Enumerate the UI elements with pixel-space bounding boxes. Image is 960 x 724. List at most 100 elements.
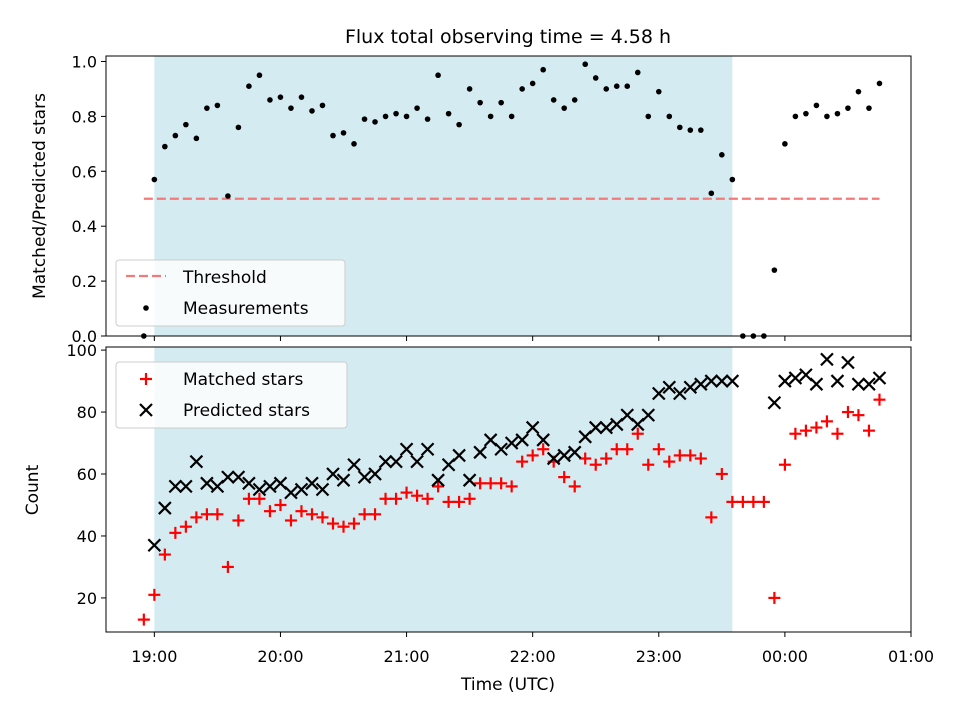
matched-point xyxy=(337,520,350,533)
matched-point xyxy=(652,443,665,456)
measurement-point xyxy=(298,94,305,100)
predicted-point xyxy=(189,454,204,469)
measurement-point xyxy=(172,132,179,139)
matched-point xyxy=(211,508,224,521)
measurement-point xyxy=(540,66,546,73)
x-tick-label: 19:00 xyxy=(131,647,177,666)
measurement-point xyxy=(351,141,357,147)
bottom-legend-box xyxy=(115,361,348,429)
legend-matched-swatch xyxy=(140,373,152,385)
x-axis-label: Time (UTC) xyxy=(460,675,555,695)
measurement-point xyxy=(571,97,578,103)
matched-point xyxy=(148,588,161,601)
measurement-point xyxy=(782,141,788,147)
measurement-point xyxy=(151,176,158,183)
measurement-point xyxy=(634,69,641,76)
matched-point xyxy=(400,486,413,499)
predicted-point xyxy=(252,482,267,497)
predicted-point xyxy=(862,377,876,391)
measurement-point xyxy=(445,110,452,117)
predicted-point xyxy=(599,420,614,435)
predicted-point xyxy=(473,445,487,460)
top-panel: 0.0 0.2 0.4 0.6 0.8 1.0 Matched/Predicted sta… xyxy=(30,52,912,346)
measurement-point xyxy=(729,176,736,183)
measurement-point xyxy=(666,113,673,120)
predicted-point xyxy=(200,476,214,491)
measurement-point xyxy=(246,83,252,89)
measurement-point xyxy=(382,113,389,120)
matched-point xyxy=(621,443,634,456)
bottom-x-ticks: 19:00 20:00 21:00 22:00 23:00 00:00 01:00 xyxy=(131,632,934,666)
bottom-legend: Matched stars Predicted stars xyxy=(115,361,348,429)
predicted-point xyxy=(557,448,571,463)
predicted-point xyxy=(294,482,309,497)
matched-point xyxy=(516,455,529,468)
y-tick-label: 0.4 xyxy=(72,217,97,236)
measurement-point xyxy=(193,135,200,142)
matched-point xyxy=(747,495,760,508)
measurement-point xyxy=(372,119,378,125)
predicted-point xyxy=(357,470,372,484)
measurement-point xyxy=(550,97,557,103)
measurement-point xyxy=(424,116,431,122)
predicted-point xyxy=(515,433,529,447)
y-tick-label: 0.0 xyxy=(72,327,97,346)
measurement-point xyxy=(834,110,841,117)
matched-point xyxy=(453,495,466,508)
predicted-point xyxy=(179,479,193,494)
measurement-point xyxy=(529,80,536,87)
measurement-point xyxy=(519,86,525,92)
measurement-point xyxy=(866,105,872,111)
measurement-point xyxy=(645,113,652,120)
predicted-point xyxy=(652,386,666,401)
measurement-point xyxy=(803,110,809,117)
matched-point xyxy=(484,477,497,490)
matched-point xyxy=(558,471,571,484)
top-legend: Threshold Measurements xyxy=(115,259,346,327)
predicted-point xyxy=(368,467,382,481)
y-tick-label: 0.2 xyxy=(72,272,97,291)
matched-point xyxy=(411,489,424,502)
predicted-point xyxy=(788,371,803,385)
predicted-point xyxy=(851,377,866,391)
matched-point xyxy=(526,449,539,462)
matched-point xyxy=(789,427,802,440)
bottom-y-ticks: 20 40 60 80 100 xyxy=(66,341,106,608)
matched-point xyxy=(694,452,707,465)
matched-point xyxy=(642,458,655,471)
matched-point xyxy=(432,480,445,493)
measurement-point xyxy=(456,121,462,128)
measurement-point xyxy=(477,99,483,106)
matched-point xyxy=(474,477,487,490)
matched-point xyxy=(537,443,550,456)
measurement-point xyxy=(435,72,441,79)
matched-point xyxy=(369,508,382,521)
matched-point xyxy=(358,508,371,521)
x-tick-label: 01:00 xyxy=(888,647,934,666)
predicted-point xyxy=(694,377,708,391)
x-tick-label: 22:00 xyxy=(510,647,556,666)
y-tick-label: 1.0 xyxy=(72,52,97,71)
measurement-point xyxy=(414,105,420,111)
x-tick-label: 21:00 xyxy=(384,647,430,666)
matched-point xyxy=(631,427,644,440)
matched-point xyxy=(242,492,255,505)
predicted-point xyxy=(347,457,361,472)
measurement-point xyxy=(225,193,231,199)
predicted-point xyxy=(168,479,183,494)
measurement-point xyxy=(309,108,315,114)
measurement-point xyxy=(613,83,620,89)
top-points xyxy=(141,61,883,339)
measurement-point xyxy=(719,152,725,158)
predicted-point xyxy=(830,374,845,388)
y-tick-label: 80 xyxy=(77,403,97,422)
matched-point xyxy=(463,492,476,505)
measurement-point xyxy=(204,105,210,111)
predicted-point xyxy=(284,485,298,500)
predicted-point xyxy=(641,408,656,422)
matched-point xyxy=(316,511,329,524)
predicted-point xyxy=(809,377,824,391)
legend-measurement-swatch xyxy=(143,305,149,311)
legend-predicted-label: Predicted stars xyxy=(183,401,310,421)
